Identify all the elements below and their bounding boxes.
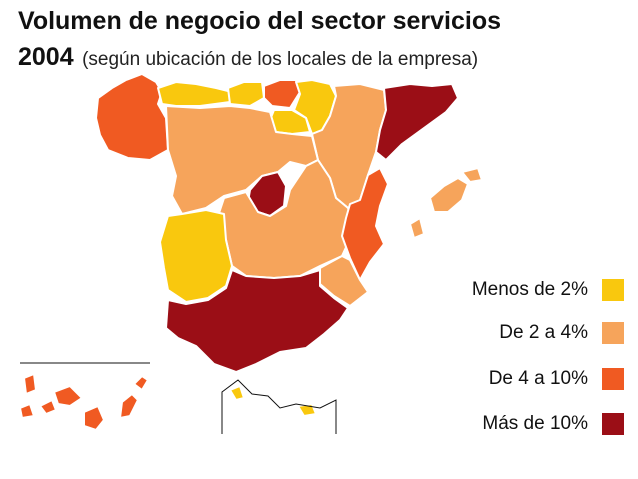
legend-item-4to10: De 4 a 10%: [338, 366, 638, 392]
region-andalucia: [165, 269, 349, 373]
legend-swatch: [602, 368, 624, 390]
legend-item-2to4: De 2 a 4%: [338, 320, 638, 346]
region-baleares-ibiza: [409, 217, 425, 239]
legend-item-lt2: Menos de 2%: [338, 277, 638, 303]
map-title: Volumen de negocio del sector servicios: [18, 7, 502, 35]
legend-swatch: [602, 279, 624, 301]
legend-label: De 2 a 4%: [499, 322, 588, 343]
region-murcia: [319, 255, 369, 307]
region-galicia: [95, 73, 169, 161]
region-valencia: [341, 167, 389, 281]
region-baleares: [429, 177, 469, 213]
africa-inset-frame: [221, 379, 337, 434]
region-baleares-menorca: [461, 167, 483, 183]
region-ceuta: [229, 385, 245, 401]
region-castilla-leon: [165, 105, 319, 215]
legend-item-gt10: Más de 10%: [338, 411, 638, 437]
subtitle-year: 2004: [18, 43, 74, 71]
legend-swatch: [602, 322, 624, 344]
region-extremadura: [159, 209, 233, 303]
region-canarias-7: [133, 375, 149, 391]
region-asturias: [157, 81, 233, 107]
region-cataluna: [375, 83, 459, 161]
region-canarias-3: [53, 385, 83, 407]
subtitle-note: (según ubicación de los locales de la em…: [82, 49, 479, 70]
region-canarias-4: [39, 399, 57, 415]
region-canarias-1: [23, 373, 37, 395]
region-cantabria: [227, 81, 265, 107]
region-canarias-6: [119, 393, 139, 419]
legend-label: De 4 a 10%: [488, 368, 588, 389]
region-canarias-5: [83, 405, 105, 431]
legend-label: Menos de 2%: [471, 279, 588, 300]
region-pais-vasco: [263, 79, 301, 109]
region-canarias-2: [19, 403, 35, 419]
legend-swatch: [602, 413, 624, 435]
legend-label: Más de 10%: [482, 413, 588, 434]
map-subtitle: 2004 (según ubicación de los locales de …: [18, 42, 478, 76]
